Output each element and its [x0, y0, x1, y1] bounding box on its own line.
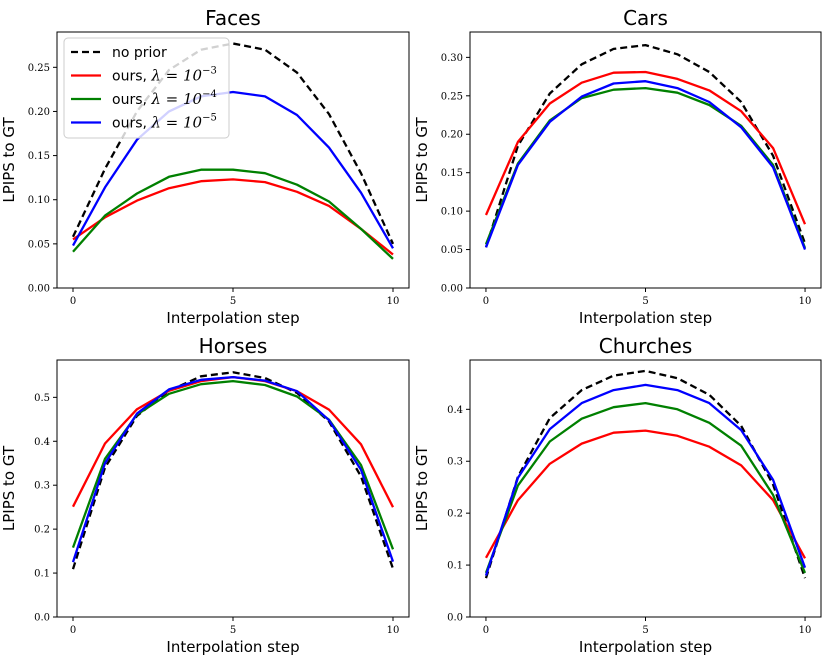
- y-tick-label: 0.4: [447, 405, 463, 416]
- y-tick-label: 0.00: [28, 284, 50, 295]
- series-line-2: [484, 401, 807, 574]
- series-line-3: [484, 383, 807, 576]
- y-tick-label: 0.2: [34, 525, 50, 536]
- y-axis-label: LPIPS to GT: [413, 117, 431, 203]
- y-tick-label: 0.3: [34, 481, 50, 492]
- y-tick-label: 0.15: [441, 168, 463, 179]
- chart-title: Faces: [205, 6, 261, 30]
- y-tick-label: 0.0: [447, 613, 463, 624]
- y-tick-label: 0.20: [441, 130, 463, 141]
- x-tick-label: 10: [387, 296, 400, 307]
- x-tick-label: 5: [230, 296, 236, 307]
- series-line-0: [484, 43, 807, 248]
- y-tick-label: 0.05: [28, 239, 50, 250]
- y-tick-label: 0.0: [34, 613, 50, 624]
- series-line-2: [484, 86, 807, 249]
- x-tick-label: 0: [70, 296, 76, 307]
- series-line-1: [484, 429, 807, 559]
- axes-frame: [56, 359, 410, 618]
- x-axis-label: Interpolation step: [579, 638, 712, 656]
- x-axis-label: Interpolation step: [166, 309, 299, 327]
- x-tick-label: 5: [642, 625, 648, 636]
- y-tick-label: 0.2: [447, 509, 463, 520]
- series-line-0: [71, 371, 395, 570]
- y-tick-label: 0.20: [28, 107, 50, 118]
- x-tick-label: 0: [483, 296, 489, 307]
- x-tick-label: 5: [642, 296, 648, 307]
- y-tick-label: 0.10: [441, 207, 463, 218]
- legend-box: [63, 37, 230, 139]
- legend-label: ours, λ = 10−4: [112, 89, 217, 108]
- chart-title: Churches: [599, 334, 693, 358]
- x-axis-label: Interpolation step: [166, 638, 299, 656]
- series-line-1: [72, 178, 394, 256]
- chart-panel-churches: Churches 0 5 10 0.0 0.1 0.2 0.3 0.4 Interpolation…: [413, 334, 822, 656]
- x-axis-label: Interpolation step: [579, 309, 712, 327]
- legend: no prior ours, λ = 10−3 ours, λ = 10−4 ours…: [63, 37, 230, 139]
- y-tick-label: 0.3: [447, 457, 463, 468]
- y-tick-label: 0.00: [441, 284, 463, 295]
- y-tick-label: 0.1: [34, 569, 50, 580]
- y-tick-label: 0.05: [441, 245, 463, 256]
- legend-label: ours, λ = 10−3: [112, 66, 217, 85]
- x-tick-label: 10: [799, 625, 812, 636]
- y-axis-label: LPIPS to GT: [413, 445, 431, 531]
- y-axis-label: LPIPS to GT: [0, 445, 18, 531]
- y-tick-label: 0.30: [441, 53, 463, 64]
- chart-title: Horses: [199, 334, 268, 358]
- y-tick-label: 0.15: [28, 151, 50, 162]
- legend-label: no prior: [112, 45, 167, 61]
- series-line-1: [484, 70, 807, 225]
- y-tick-label: 0.1: [447, 561, 463, 572]
- series-line-2: [71, 379, 395, 550]
- y-tick-label: 0.10: [28, 195, 50, 206]
- x-tick-label: 10: [387, 625, 400, 636]
- legend-label: ours, λ = 10−5: [112, 113, 217, 132]
- chart-title: Cars: [623, 6, 668, 30]
- x-tick-label: 5: [230, 625, 236, 636]
- y-tick-label: 0.5: [34, 393, 50, 404]
- chart-panel-faces: Faces 0 5 10 0.00 0.05 0.10 0.15 0.20 0.25 Interpo…: [0, 6, 410, 327]
- x-tick-label: 10: [799, 296, 812, 307]
- series-line-3: [71, 90, 394, 249]
- y-tick-label: 0.4: [34, 437, 50, 448]
- y-tick-label: 0.25: [441, 91, 463, 102]
- series-line-3: [71, 375, 395, 563]
- x-tick-label: 0: [483, 625, 489, 636]
- series-line-0: [71, 42, 395, 245]
- x-tick-label: 0: [70, 625, 76, 636]
- series-line-3: [484, 80, 807, 251]
- y-tick-label: 0.25: [28, 63, 50, 74]
- y-axis-label: LPIPS to GT: [0, 117, 18, 203]
- chart-panel-horses: Horses 0 5 10 0.0 0.1 0.2 0.3 0.4 0.5 Interpolatio…: [0, 334, 410, 656]
- chart-panel-cars: Cars 0 5 10 0.00 0.05 0.10 0.15 0.20 0.25 0.30 Inte…: [413, 6, 822, 327]
- series-line-2: [72, 168, 394, 260]
